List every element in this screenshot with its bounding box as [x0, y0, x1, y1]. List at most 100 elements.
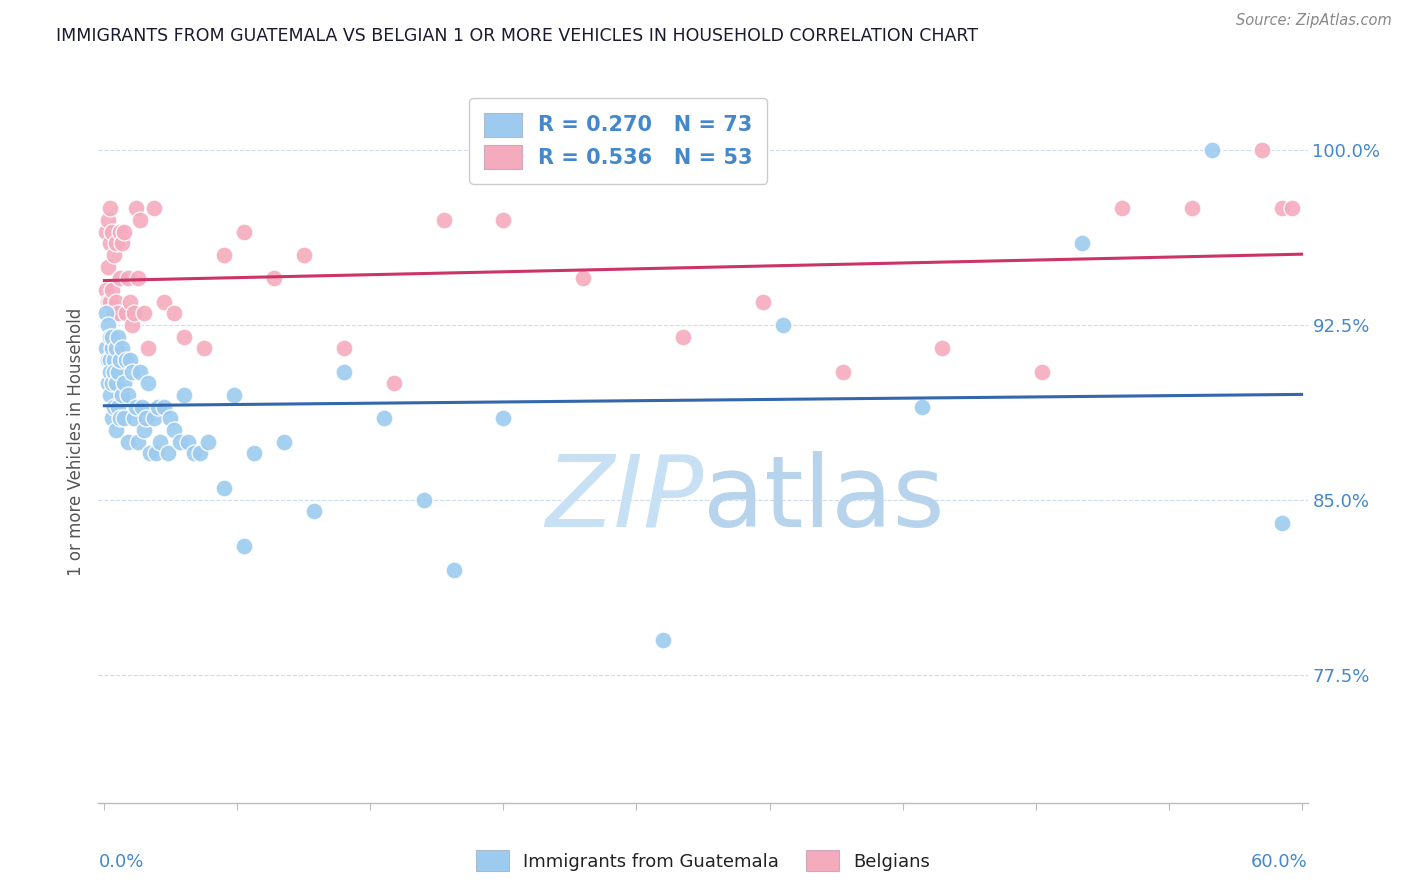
- Text: Source: ZipAtlas.com: Source: ZipAtlas.com: [1236, 13, 1392, 29]
- Point: [163, 423, 186, 437]
- Point: [136, 341, 159, 355]
- Point: [101, 283, 124, 297]
- Point: [772, 318, 794, 332]
- Point: [302, 504, 325, 518]
- Point: [492, 213, 515, 227]
- Point: [115, 353, 138, 368]
- Point: [117, 434, 139, 449]
- Point: [131, 400, 153, 414]
- Point: [115, 306, 138, 320]
- Point: [173, 329, 195, 343]
- Point: [149, 434, 172, 449]
- Point: [443, 563, 465, 577]
- Point: [97, 260, 120, 274]
- Legend: R = 0.270   N = 73, R = 0.536   N = 53: R = 0.270 N = 73, R = 0.536 N = 53: [470, 98, 768, 184]
- Point: [134, 423, 156, 437]
- Point: [134, 306, 156, 320]
- Point: [433, 213, 456, 227]
- Point: [117, 271, 139, 285]
- Point: [333, 365, 356, 379]
- Point: [103, 365, 125, 379]
- Point: [911, 400, 934, 414]
- Point: [1250, 143, 1272, 157]
- Point: [124, 306, 146, 320]
- Point: [143, 202, 166, 216]
- Point: [572, 271, 595, 285]
- Point: [233, 225, 256, 239]
- Point: [233, 540, 256, 554]
- Point: [652, 632, 675, 647]
- Point: [177, 434, 200, 449]
- Point: [107, 329, 129, 343]
- Point: [100, 294, 122, 309]
- Point: [111, 236, 134, 251]
- Point: [127, 434, 149, 449]
- Point: [125, 202, 148, 216]
- Point: [101, 341, 124, 355]
- Point: [492, 411, 515, 425]
- Point: [183, 446, 205, 460]
- Point: [100, 202, 122, 216]
- Point: [224, 388, 246, 402]
- Point: [931, 341, 953, 355]
- Point: [139, 446, 162, 460]
- Point: [96, 341, 118, 355]
- Point: [112, 411, 135, 425]
- Point: [97, 213, 120, 227]
- Point: [169, 434, 191, 449]
- Point: [148, 400, 170, 414]
- Point: [382, 376, 405, 391]
- Point: [105, 423, 128, 437]
- Point: [121, 318, 143, 332]
- Text: 60.0%: 60.0%: [1251, 854, 1308, 871]
- Point: [110, 411, 132, 425]
- Point: [112, 376, 135, 391]
- Point: [96, 283, 118, 297]
- Point: [100, 236, 122, 251]
- Point: [831, 365, 853, 379]
- Point: [157, 446, 180, 460]
- Point: [110, 271, 132, 285]
- Point: [135, 411, 157, 425]
- Point: [188, 446, 211, 460]
- Point: [110, 225, 132, 239]
- Point: [153, 294, 176, 309]
- Point: [412, 492, 434, 507]
- Point: [163, 306, 186, 320]
- Point: [243, 446, 266, 460]
- Point: [193, 341, 215, 355]
- Point: [373, 411, 395, 425]
- Point: [103, 353, 125, 368]
- Point: [96, 225, 118, 239]
- Point: [97, 294, 120, 309]
- Point: [100, 388, 122, 402]
- Point: [212, 481, 235, 495]
- Text: 0.0%: 0.0%: [98, 854, 143, 871]
- Point: [117, 388, 139, 402]
- Point: [107, 365, 129, 379]
- Point: [672, 329, 695, 343]
- Point: [105, 236, 128, 251]
- Point: [292, 248, 315, 262]
- Point: [125, 400, 148, 414]
- Point: [111, 341, 134, 355]
- Point: [103, 306, 125, 320]
- Point: [1271, 516, 1294, 530]
- Text: IMMIGRANTS FROM GUATEMALA VS BELGIAN 1 OR MORE VEHICLES IN HOUSEHOLD CORRELATION: IMMIGRANTS FROM GUATEMALA VS BELGIAN 1 O…: [56, 27, 979, 45]
- Point: [129, 365, 152, 379]
- Point: [105, 376, 128, 391]
- Point: [120, 353, 142, 368]
- Point: [263, 271, 285, 285]
- Point: [136, 376, 159, 391]
- Text: ZIP: ZIP: [544, 450, 703, 548]
- Point: [101, 329, 124, 343]
- Point: [173, 388, 195, 402]
- Point: [110, 353, 132, 368]
- Point: [197, 434, 219, 449]
- Point: [103, 248, 125, 262]
- Point: [1271, 202, 1294, 216]
- Point: [212, 248, 235, 262]
- Point: [100, 365, 122, 379]
- Point: [107, 400, 129, 414]
- Legend: Immigrants from Guatemala, Belgians: Immigrants from Guatemala, Belgians: [470, 843, 936, 879]
